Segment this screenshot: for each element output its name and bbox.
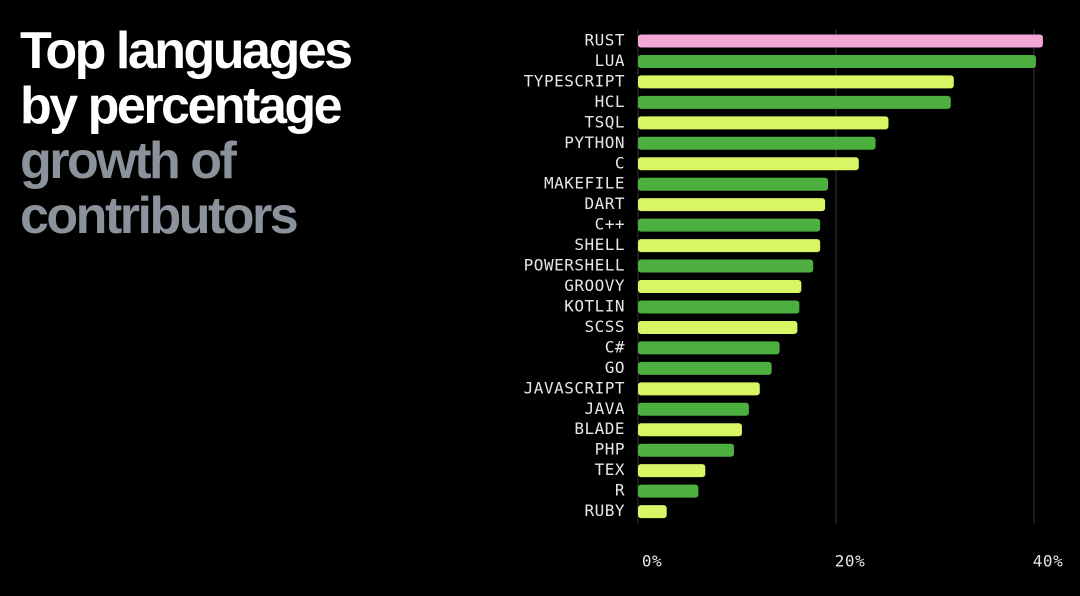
title-block: Top languages by percentage growth of co… <box>20 22 353 245</box>
y-tick-label: R <box>615 481 625 500</box>
y-tick-label: JAVA <box>584 399 625 418</box>
bar <box>638 423 742 437</box>
x-tick-label: 20% <box>835 552 865 571</box>
bar <box>638 280 802 294</box>
bar <box>638 34 1043 48</box>
y-tick-label: PYTHON <box>564 133 625 152</box>
bar <box>638 177 829 191</box>
y-tick-label: KOTLIN <box>564 296 625 315</box>
bar <box>638 464 706 478</box>
y-tick-label: TEX <box>595 460 625 479</box>
title-line: by percentage <box>20 77 343 135</box>
subtitle-line: growth of <box>20 132 237 190</box>
x-tick-label: 0% <box>642 552 662 571</box>
bar <box>638 136 876 150</box>
bar <box>638 484 699 498</box>
bar <box>638 239 821 253</box>
bar <box>638 75 954 89</box>
x-tick-label: 40% <box>1033 552 1063 571</box>
bar <box>638 95 951 109</box>
y-tick-label: C++ <box>595 215 625 234</box>
y-tick-label: GROOVY <box>564 276 625 295</box>
y-tick-label: RUBY <box>584 501 625 520</box>
y-tick-label: BLADE <box>574 419 625 438</box>
y-tick-label: RUST <box>584 31 625 50</box>
bar <box>638 320 798 334</box>
bar <box>638 218 821 232</box>
bar <box>638 402 749 416</box>
y-tick-label: LUA <box>595 51 625 70</box>
bar <box>638 259 814 273</box>
y-tick-label: HCL <box>595 92 625 111</box>
subtitle-line: contributors <box>20 187 299 245</box>
y-tick-label: GO <box>605 358 625 377</box>
bar <box>638 116 889 130</box>
y-tick-label: SHELL <box>574 235 625 254</box>
bar <box>638 382 760 396</box>
y-tick-label: MAKEFILE <box>544 174 625 193</box>
y-tick-label: POWERSHELL <box>524 256 625 275</box>
bar <box>638 157 859 171</box>
title-line: Top languages <box>20 22 353 80</box>
y-tick-label: JAVASCRIPT <box>524 378 625 397</box>
bar <box>638 54 1036 68</box>
bar <box>638 341 780 355</box>
bar <box>638 505 667 519</box>
y-tick-label: C <box>615 153 625 172</box>
bar <box>638 300 800 314</box>
bar <box>638 198 826 212</box>
y-tick-label: DART <box>584 194 625 213</box>
y-tick-label: C# <box>605 337 625 356</box>
y-tick-label: SCSS <box>584 317 625 336</box>
y-tick-label: TYPESCRIPT <box>524 71 625 90</box>
y-tick-label: TSQL <box>584 112 625 131</box>
bar <box>638 443 735 457</box>
bar <box>638 361 772 375</box>
y-tick-label: PHP <box>595 440 625 459</box>
